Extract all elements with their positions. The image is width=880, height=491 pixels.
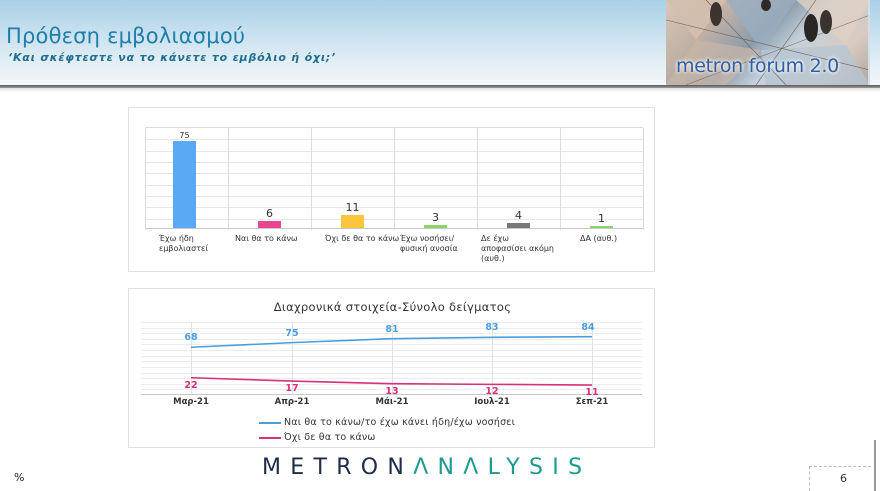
unit-label: % xyxy=(14,471,25,484)
grid-line xyxy=(145,128,146,230)
grid-line xyxy=(141,372,642,374)
grid-line xyxy=(141,350,642,352)
line-chart-plot-area: 68 75 81 83 84 22 17 13 12 11 xyxy=(141,321,642,399)
data-point-label: 22 xyxy=(184,379,198,391)
grid-line xyxy=(141,333,642,335)
data-point-label: 11 xyxy=(585,387,599,399)
grid-line xyxy=(191,322,192,395)
grid-line xyxy=(394,128,395,230)
brand-metron: METRON xyxy=(262,455,414,480)
grid-line xyxy=(141,355,642,357)
bar-value-label: 75 xyxy=(179,131,190,140)
x-axis-label: Ιουλ-21 xyxy=(474,397,510,407)
category-label: Όχι δε θα το κάνω xyxy=(325,234,399,244)
category-label-line: αποφασίσει ακόμη xyxy=(481,244,554,253)
bar xyxy=(590,226,613,228)
category-label: Έχω ήδη εμβολιαστεί xyxy=(159,234,208,254)
category-label-line: εμβολιαστεί xyxy=(159,244,209,253)
category-label-line: Έχω νοσήσει/ xyxy=(400,234,455,243)
grid-line xyxy=(228,128,229,230)
bar xyxy=(258,221,281,228)
data-point-label: 83 xyxy=(485,322,499,334)
logo-text: metron forum 2.0 xyxy=(676,55,839,77)
grid-line xyxy=(392,322,393,395)
grid-line xyxy=(141,344,642,346)
line-series-yes xyxy=(190,335,593,349)
grid-line xyxy=(643,128,644,230)
right-edge-border xyxy=(874,440,876,491)
category-label: Δε έχω αποφασίσει ακόμη (αυθ.) xyxy=(481,234,554,264)
page-title: Πρόθεση εμβολιασμού xyxy=(6,24,246,48)
bar xyxy=(341,215,364,228)
legend-item-no: Όχι δε θα το κάνω xyxy=(259,432,376,443)
category-label-line: Έχω ήδη xyxy=(159,234,194,243)
bar xyxy=(507,223,530,228)
page-number-box xyxy=(809,466,871,491)
grid-line xyxy=(292,322,293,395)
grid-line xyxy=(141,322,642,323)
x-axis-label: Απρ-21 xyxy=(274,397,310,407)
category-label-line: ΔΑ (αυθ.) xyxy=(580,234,618,243)
line-chart-panel: Διαχρονικά στοιχεία-Σύνολο δείγματος 68 7… xyxy=(128,288,655,448)
grid-line xyxy=(592,322,593,395)
x-axis-label: Σεπ-21 xyxy=(575,397,609,407)
bar-value-label: 4 xyxy=(515,209,522,223)
data-point-label: 13 xyxy=(385,385,399,397)
legend-swatch-magenta xyxy=(259,436,281,439)
bar-chart-panel: 75 6 11 3 4 1 Έχω ήδη εμβολιαστεί Ναι θα το κάν… xyxy=(128,107,655,272)
header-divider xyxy=(0,85,880,88)
grid-line xyxy=(560,128,561,230)
x-axis-label: Μαρ-21 xyxy=(173,397,209,407)
bar-chart-plot-area: 75 6 11 3 4 1 xyxy=(145,127,644,230)
legend-swatch-blue xyxy=(259,421,281,424)
grid-line xyxy=(141,327,642,329)
data-point-label: 12 xyxy=(485,386,499,398)
bar xyxy=(173,141,196,228)
category-label-line: Ναι θα το κάνω xyxy=(235,234,298,243)
bar-value-label: 11 xyxy=(345,201,360,215)
category-label: Ναι θα το κάνω xyxy=(235,234,298,244)
grid-line xyxy=(492,322,493,395)
line-series-no xyxy=(190,376,593,386)
grid-line xyxy=(141,366,642,368)
legend-label-no: Όχι δε θα το κάνω xyxy=(284,432,376,443)
category-label: ΔΑ (αυθ.) xyxy=(580,234,617,244)
data-point-label: 75 xyxy=(285,327,299,339)
grid-line xyxy=(141,389,642,391)
x-axis-label: Μάι-21 xyxy=(375,397,409,407)
data-point-label: 17 xyxy=(285,383,299,395)
legend-item-yes: Ναι θα το κάνω/το έχω κάνει ήδη/έχω νοσή… xyxy=(259,417,515,428)
data-point-label: 68 xyxy=(184,332,198,344)
category-label: Έχω νοσήσει/φυσική ανοσία xyxy=(400,234,458,254)
metron-forum-logo: metron forum 2.0 xyxy=(666,0,870,85)
grid-line xyxy=(141,378,642,380)
line-chart-svg xyxy=(190,335,593,386)
header-shadow xyxy=(0,88,880,92)
category-label-line: Όχι δε θα το κάνω xyxy=(325,234,400,243)
data-point-label: 81 xyxy=(385,323,399,335)
line-chart-title: Διαχρονικά στοιχεία-Σύνολο δείγματος xyxy=(273,300,512,314)
category-label-line: φυσική ανοσία xyxy=(400,244,458,253)
brand-analysis: ΛNΛLYSIS xyxy=(413,455,592,480)
grid-line xyxy=(141,361,642,363)
category-label-line: Δε έχω xyxy=(481,234,509,243)
grid-line xyxy=(311,128,312,230)
page-subtitle: ‘Και σκέφτεστε να το κάνετε το εμβόλιο ή… xyxy=(8,51,337,64)
bar-value-label: 3 xyxy=(432,210,439,224)
logo-background-image xyxy=(666,0,868,85)
category-label-line: (αυθ.) xyxy=(481,254,505,263)
bar-value-label: 1 xyxy=(598,212,605,225)
bar-value-label: 6 xyxy=(266,207,273,221)
bar xyxy=(424,224,447,228)
header: Πρόθεση εμβολιασμού ‘Και σκέφτεστε να το… xyxy=(0,0,880,86)
grid-line xyxy=(477,128,478,230)
page-number: 6 xyxy=(840,472,847,485)
legend-label-yes: Ναι θα το κάνω/το έχω κάνει ήδη/έχω νοσή… xyxy=(284,417,516,428)
data-point-label: 84 xyxy=(581,321,595,333)
metron-analysis-logo: METRONΛNΛLYSIS xyxy=(262,455,591,480)
